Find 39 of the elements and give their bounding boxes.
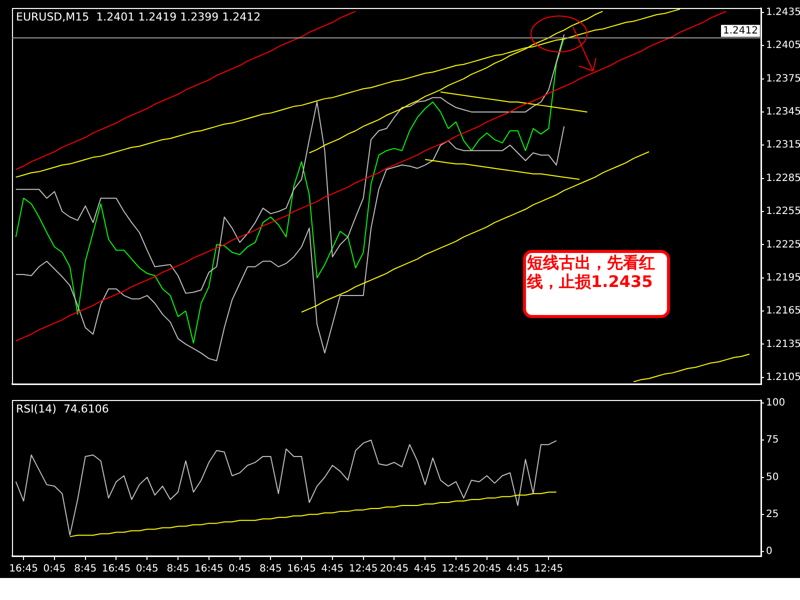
y-tick-label: 50 bbox=[766, 472, 779, 483]
x-tick-label: 16:45 bbox=[194, 564, 224, 575]
x-tick-label: 0:45 bbox=[43, 564, 66, 575]
y-tick-label: 1.2315 bbox=[766, 140, 800, 151]
x-tick-label: 4:45 bbox=[506, 564, 529, 575]
x-tick-label: 0:45 bbox=[136, 564, 158, 575]
annotation: 短线古出，先看红线，止损1.2435 bbox=[523, 250, 670, 318]
x-tick-label: 16:45 bbox=[287, 564, 316, 575]
y-tick-label: 1.2375 bbox=[766, 73, 800, 84]
x-tick-label: 0:45 bbox=[228, 564, 252, 575]
x-tick-label: 8:45 bbox=[259, 564, 282, 575]
y-tick-label: 25 bbox=[766, 508, 779, 520]
y-tick-label: 1.2285 bbox=[766, 172, 800, 184]
y-tick-label: 1.2135 bbox=[766, 338, 800, 350]
y-tick-label: 1.2435 bbox=[766, 7, 800, 18]
chart-title: RSI(14) 74.6106 bbox=[16, 402, 109, 416]
x-tick-label: 16:45 bbox=[9, 564, 38, 575]
x-tick-label: 8:45 bbox=[166, 564, 190, 575]
x-tick-label: 16:45 bbox=[102, 564, 131, 575]
x-tick-label: 12:45 bbox=[442, 564, 470, 575]
y-tick-label: 1.2165 bbox=[766, 306, 800, 317]
y-tick-label: 1.2195 bbox=[766, 272, 800, 284]
y-tick-label: 1.2225 bbox=[766, 239, 800, 250]
y-tick-label: 75 bbox=[766, 434, 779, 446]
y-tick-label: 1.2345 bbox=[766, 106, 800, 118]
ref-line-label: 1.2412 bbox=[723, 25, 758, 36]
x-tick-label: 4:45 bbox=[321, 564, 344, 575]
x-tick-label: 12:45 bbox=[534, 564, 564, 575]
y-tick-label: 0 bbox=[766, 546, 772, 558]
y-tick-label: 1.2405 bbox=[766, 40, 800, 52]
x-tick-label: 20:45 bbox=[472, 564, 502, 575]
y-tick-label: 1.2105 bbox=[766, 372, 800, 383]
y-tick-label: 1.2255 bbox=[766, 206, 800, 218]
x-tick-label: 4:45 bbox=[414, 564, 436, 575]
x-tick-label: 20:45 bbox=[380, 564, 409, 575]
x-tick-label: 12:45 bbox=[348, 564, 378, 575]
x-tick-label: 8:45 bbox=[74, 564, 97, 575]
y-tick-label: 100 bbox=[766, 398, 786, 409]
chart-title: EURUSD,M15 1.2401 1.2419 1.2399 1.2412 bbox=[16, 10, 261, 24]
